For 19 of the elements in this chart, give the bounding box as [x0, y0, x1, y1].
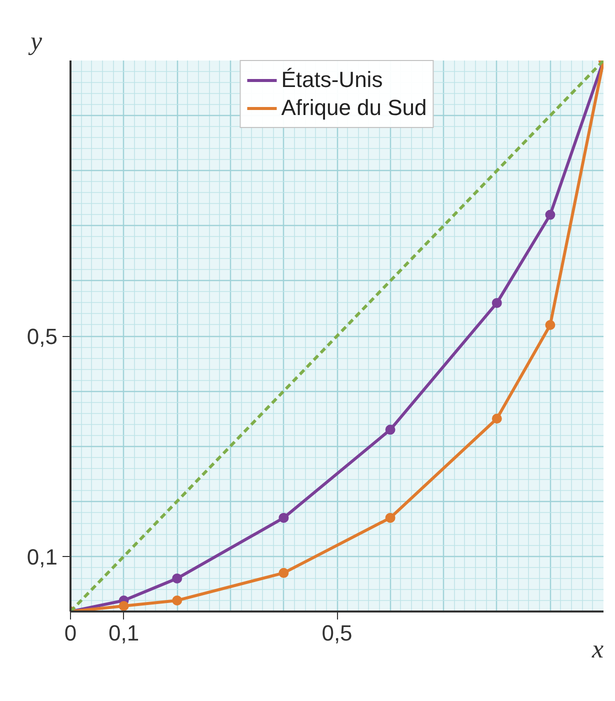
y-axis-title: y — [28, 26, 42, 56]
point — [278, 512, 289, 523]
x-axis-title: x — [590, 634, 604, 664]
line-series — [70, 60, 604, 612]
x-tick-label: 0,5 — [322, 620, 352, 646]
legend-label: Afrique du Sud — [281, 95, 427, 121]
x-tick-label: 0,1 — [108, 620, 140, 646]
legend-label: États-Unis — [281, 67, 383, 93]
x-tick-label: 0 — [64, 620, 77, 646]
point — [172, 573, 182, 584]
point — [172, 595, 182, 606]
point — [492, 298, 502, 308]
point — [545, 210, 556, 220]
point — [278, 568, 289, 578]
point — [385, 512, 396, 523]
point — [118, 601, 129, 611]
point — [492, 414, 502, 424]
point — [385, 424, 396, 435]
point — [545, 320, 556, 330]
